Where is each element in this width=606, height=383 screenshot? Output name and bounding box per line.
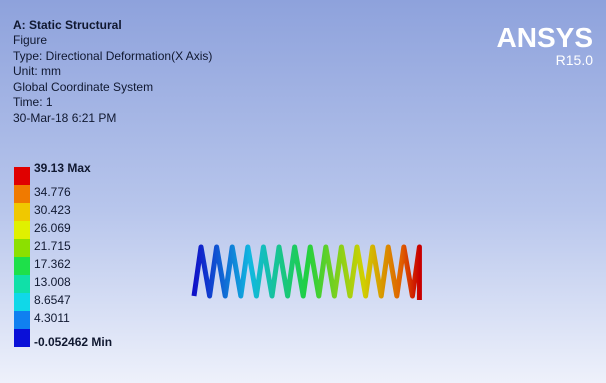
model-view — [0, 0, 606, 383]
viewport: A: Static Structural FigureType: Directi… — [0, 0, 606, 383]
spring — [194, 247, 419, 300]
